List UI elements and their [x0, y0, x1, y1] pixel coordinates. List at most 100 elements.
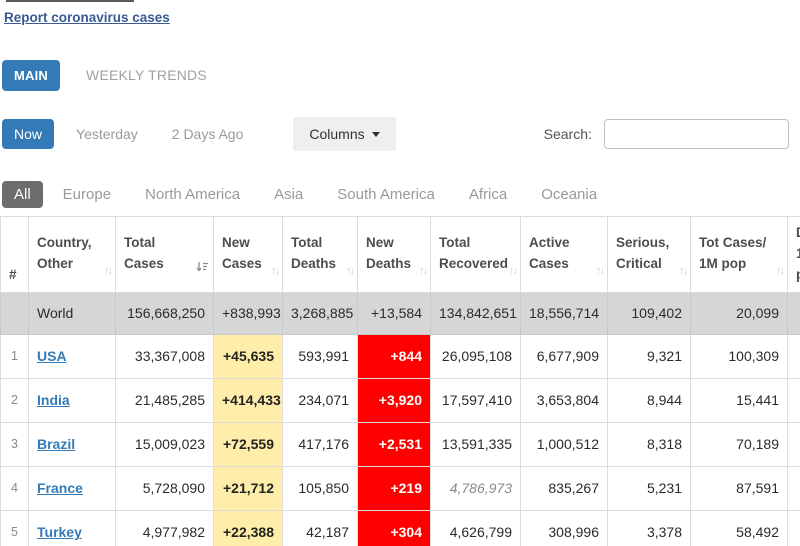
columns-dropdown-button[interactable]: Columns — [293, 117, 396, 151]
total-deaths-cell: 3,268,885 — [282, 291, 358, 335]
deaths-per-1m-cell — [787, 291, 800, 335]
header-line: Total — [439, 235, 471, 251]
active-cases-cell: 835,267 — [520, 465, 608, 511]
new-cases-cell: +21,712 — [213, 465, 283, 511]
header-rank: # — [0, 216, 29, 293]
sort-both-icon: ↑↓ — [271, 264, 280, 277]
total-deaths-cell: 42,187 — [282, 509, 358, 546]
search-container: Search: — [544, 119, 789, 149]
table-row: 5 Turkey 4,977,982 +22,388 42,187 +304 4… — [0, 509, 800, 546]
cases-per-1m-cell: 87,591 — [690, 465, 788, 511]
header-line: Other — [37, 256, 74, 272]
time-filter-yesterday[interactable]: Yesterday — [64, 119, 150, 149]
new-deaths-cell: +13,584 — [357, 291, 431, 335]
table-row: 2 India 21,485,285 +414,433 234,071 +3,9… — [0, 377, 800, 423]
new-deaths-cell: +2,531 — [357, 421, 431, 467]
tab-main[interactable]: MAIN — [2, 59, 61, 91]
continent-tabs: All Europe North America Asia South Amer… — [2, 181, 800, 208]
world-label: World — [28, 291, 116, 335]
total-cases-cell: 156,668,250 — [115, 291, 214, 335]
cases-per-1m-cell: 15,441 — [690, 377, 788, 423]
country-cell: France — [28, 465, 116, 511]
continent-tab-all[interactable]: All — [2, 181, 43, 208]
rank-cell: 5 — [0, 509, 29, 546]
world-total-row: World 156,668,250 +838,993 3,268,885 +13… — [0, 291, 800, 335]
header-new-cases[interactable]: New Cases ↑↓ — [213, 216, 283, 293]
total-deaths-cell: 105,850 — [282, 465, 358, 511]
table-header-row: # Country, Other ↑↓ Total Cases New Case… — [0, 216, 800, 293]
header-country[interactable]: Country, Other ↑↓ — [28, 216, 116, 293]
header-total-cases[interactable]: Total Cases — [115, 216, 214, 293]
time-filter-now[interactable]: Now — [2, 119, 55, 149]
header-serious-critical[interactable]: Serious, Critical ↑↓ — [607, 216, 691, 293]
search-input[interactable] — [603, 119, 789, 149]
country-link[interactable]: Brazil — [37, 436, 76, 453]
sort-both-icon: ↑↓ — [104, 264, 113, 277]
continent-tab-asia[interactable]: Asia — [274, 186, 304, 203]
cases-table-wrapper: # Country, Other ↑↓ Total Cases New Case… — [0, 216, 800, 546]
total-recovered-cell: 26,095,108 — [430, 333, 521, 379]
country-link[interactable]: India — [37, 392, 70, 409]
deaths-per-1m-cell — [787, 465, 800, 511]
continent-tab-oceania[interactable]: Oceania — [541, 186, 598, 203]
country-cell: India — [28, 377, 116, 423]
serious-critical-cell: 3,378 — [607, 509, 691, 546]
continent-tab-north-america[interactable]: North America — [145, 186, 241, 203]
active-cases-cell: 3,653,804 — [520, 377, 608, 423]
rank-cell: 1 — [0, 333, 29, 379]
header-line: Cases — [124, 256, 164, 272]
country-cell: Brazil — [28, 421, 116, 467]
header-line: Deaths — [291, 256, 337, 272]
deaths-per-1m-cell — [787, 377, 800, 423]
total-cases-cell: 33,367,008 — [115, 333, 214, 379]
sort-both-icon: ↑↓ — [509, 264, 518, 277]
header-line: 1M pop — [699, 256, 747, 272]
header-line: 1M pop — [796, 244, 800, 286]
country-link[interactable]: USA — [37, 348, 67, 365]
continent-tab-europe[interactable]: Europe — [62, 186, 112, 203]
sort-both-icon: ↑↓ — [596, 264, 605, 277]
search-label: Search: — [543, 126, 592, 142]
active-cases-cell: 1,000,512 — [520, 421, 608, 467]
table-row: 3 Brazil 15,009,023 +72,559 417,176 +2,5… — [0, 421, 800, 467]
new-cases-cell: +838,993 — [213, 291, 283, 335]
rank-cell: 4 — [0, 465, 29, 511]
deaths-per-1m-cell — [787, 421, 800, 467]
time-filter-2-days-ago[interactable]: 2 Days Ago — [160, 119, 256, 149]
country-link[interactable]: Turkey — [37, 524, 82, 541]
sort-both-icon: ↑↓ — [419, 264, 428, 277]
serious-critical-cell: 5,231 — [607, 465, 691, 511]
header-line: Deaths/ — [796, 223, 800, 244]
header-active-cases[interactable]: Active Cases ↑↓ — [520, 216, 608, 293]
header-deaths-per-1m[interactable]: Deaths/ 1M pop — [787, 216, 800, 293]
report-coronavirus-cases-link[interactable]: Report coronavirus cases — [4, 10, 170, 25]
tab-weekly-trends[interactable]: WEEKLY TRENDS — [74, 59, 219, 91]
continent-tab-south-america[interactable]: South America — [337, 186, 435, 203]
cases-per-1m-cell: 100,309 — [690, 333, 788, 379]
header-new-deaths[interactable]: New Deaths ↑↓ — [357, 216, 431, 293]
new-cases-cell: +22,388 — [213, 509, 283, 546]
header-cases-per-1m[interactable]: Tot Cases/ 1M pop ↑↓ — [690, 216, 788, 293]
deaths-per-1m-cell — [787, 509, 800, 546]
header-total-recovered[interactable]: Total Recovered ↑↓ — [430, 216, 521, 293]
header-rank-label: # — [9, 266, 17, 282]
continent-tab-africa[interactable]: Africa — [468, 186, 508, 203]
header-line: New — [222, 235, 250, 251]
header-line: Critical — [616, 256, 662, 272]
serious-critical-cell: 8,318 — [607, 421, 691, 467]
active-cases-cell: 6,677,909 — [520, 333, 608, 379]
header-total-deaths[interactable]: Total Deaths ↑↓ — [282, 216, 358, 293]
cases-table: # Country, Other ↑↓ Total Cases New Case… — [0, 216, 800, 546]
country-link[interactable]: France — [37, 480, 83, 497]
caret-down-icon — [371, 131, 380, 137]
new-cases-cell: +72,559 — [213, 421, 283, 467]
active-cases-cell: 18,556,714 — [520, 291, 608, 335]
table-row: 1 USA 33,367,008 +45,635 593,991 +844 26… — [0, 333, 800, 379]
total-recovered-cell: 4,626,799 — [430, 509, 521, 546]
header-line: Deaths — [366, 256, 412, 272]
cases-per-1m-cell: 58,492 — [690, 509, 788, 546]
total-cases-cell: 5,728,090 — [115, 465, 214, 511]
rank-cell: 2 — [0, 377, 29, 423]
new-deaths-cell: +844 — [357, 333, 431, 379]
rank-cell — [0, 291, 29, 335]
